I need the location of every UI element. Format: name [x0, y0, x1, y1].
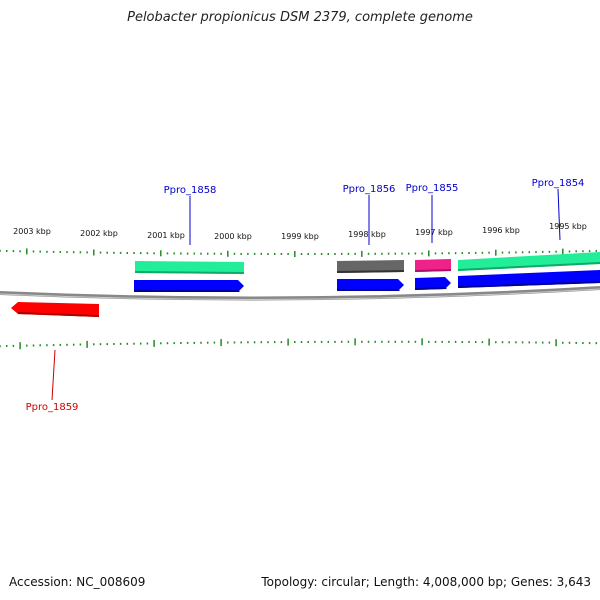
scale-label-2000: 2000 kbp — [214, 232, 252, 241]
scale-label-1996: 1996 kbp — [482, 226, 520, 235]
scale-label-1995: 1995 kbp — [549, 222, 587, 231]
upper-tick-row — [0, 248, 598, 257]
gene-label-ppro-1854[interactable]: Ppro_1854 — [532, 178, 585, 189]
label-leaders — [51, 188, 561, 401]
scale-label-1999: 1999 kbp — [281, 232, 319, 241]
scale-label-2001: 2001 kbp — [147, 231, 185, 240]
leader-ppro-1859 — [51, 349, 56, 401]
feature-ppro-1856[interactable] — [337, 260, 404, 273]
feature-ppro-1858[interactable] — [135, 261, 244, 274]
gene-label-ppro-1858[interactable]: Ppro_1858 — [164, 185, 217, 196]
forward-gene-track — [134, 270, 600, 292]
gene-label-ppro-1859[interactable]: Ppro_1859 — [26, 402, 79, 413]
reverse-gene-track — [11, 302, 99, 317]
gene-label-ppro-1855[interactable]: Ppro_1855 — [406, 183, 459, 194]
gene-labels: Ppro_1858 Ppro_1856 Ppro_1855 Ppro_1854 … — [26, 178, 585, 413]
feature-track — [135, 252, 600, 274]
leader-ppro-1854 — [557, 188, 561, 241]
genome-summary-text: Topology: circular; Length: 4,008,000 bp… — [261, 575, 591, 589]
scale-label-1998: 1998 kbp — [348, 230, 386, 239]
genome-title: Pelobacter propionicus DSM 2379, complet… — [127, 10, 473, 25]
gene-arrow-ppro-1856[interactable] — [337, 279, 404, 291]
scale-label-2003: 2003 kbp — [13, 227, 51, 236]
lower-tick-row — [0, 338, 598, 350]
gene-arrow-ppro-1858[interactable] — [134, 280, 244, 292]
gene-label-ppro-1856[interactable]: Ppro_1856 — [343, 184, 396, 195]
scale-label-2002: 2002 kbp — [80, 229, 118, 238]
accession-text: Accession: NC_008609 — [9, 575, 146, 589]
feature-ppro-1854[interactable] — [458, 252, 600, 271]
scale-labels: 2003 kbp 2002 kbp 2001 kbp 2000 kbp 1999… — [13, 222, 587, 241]
scale-label-1997: 1997 kbp — [415, 228, 453, 237]
feature-ppro-1855[interactable] — [415, 259, 451, 272]
gene-arrow-ppro-1855[interactable] — [415, 277, 451, 290]
genome-backbone — [0, 286, 600, 301]
